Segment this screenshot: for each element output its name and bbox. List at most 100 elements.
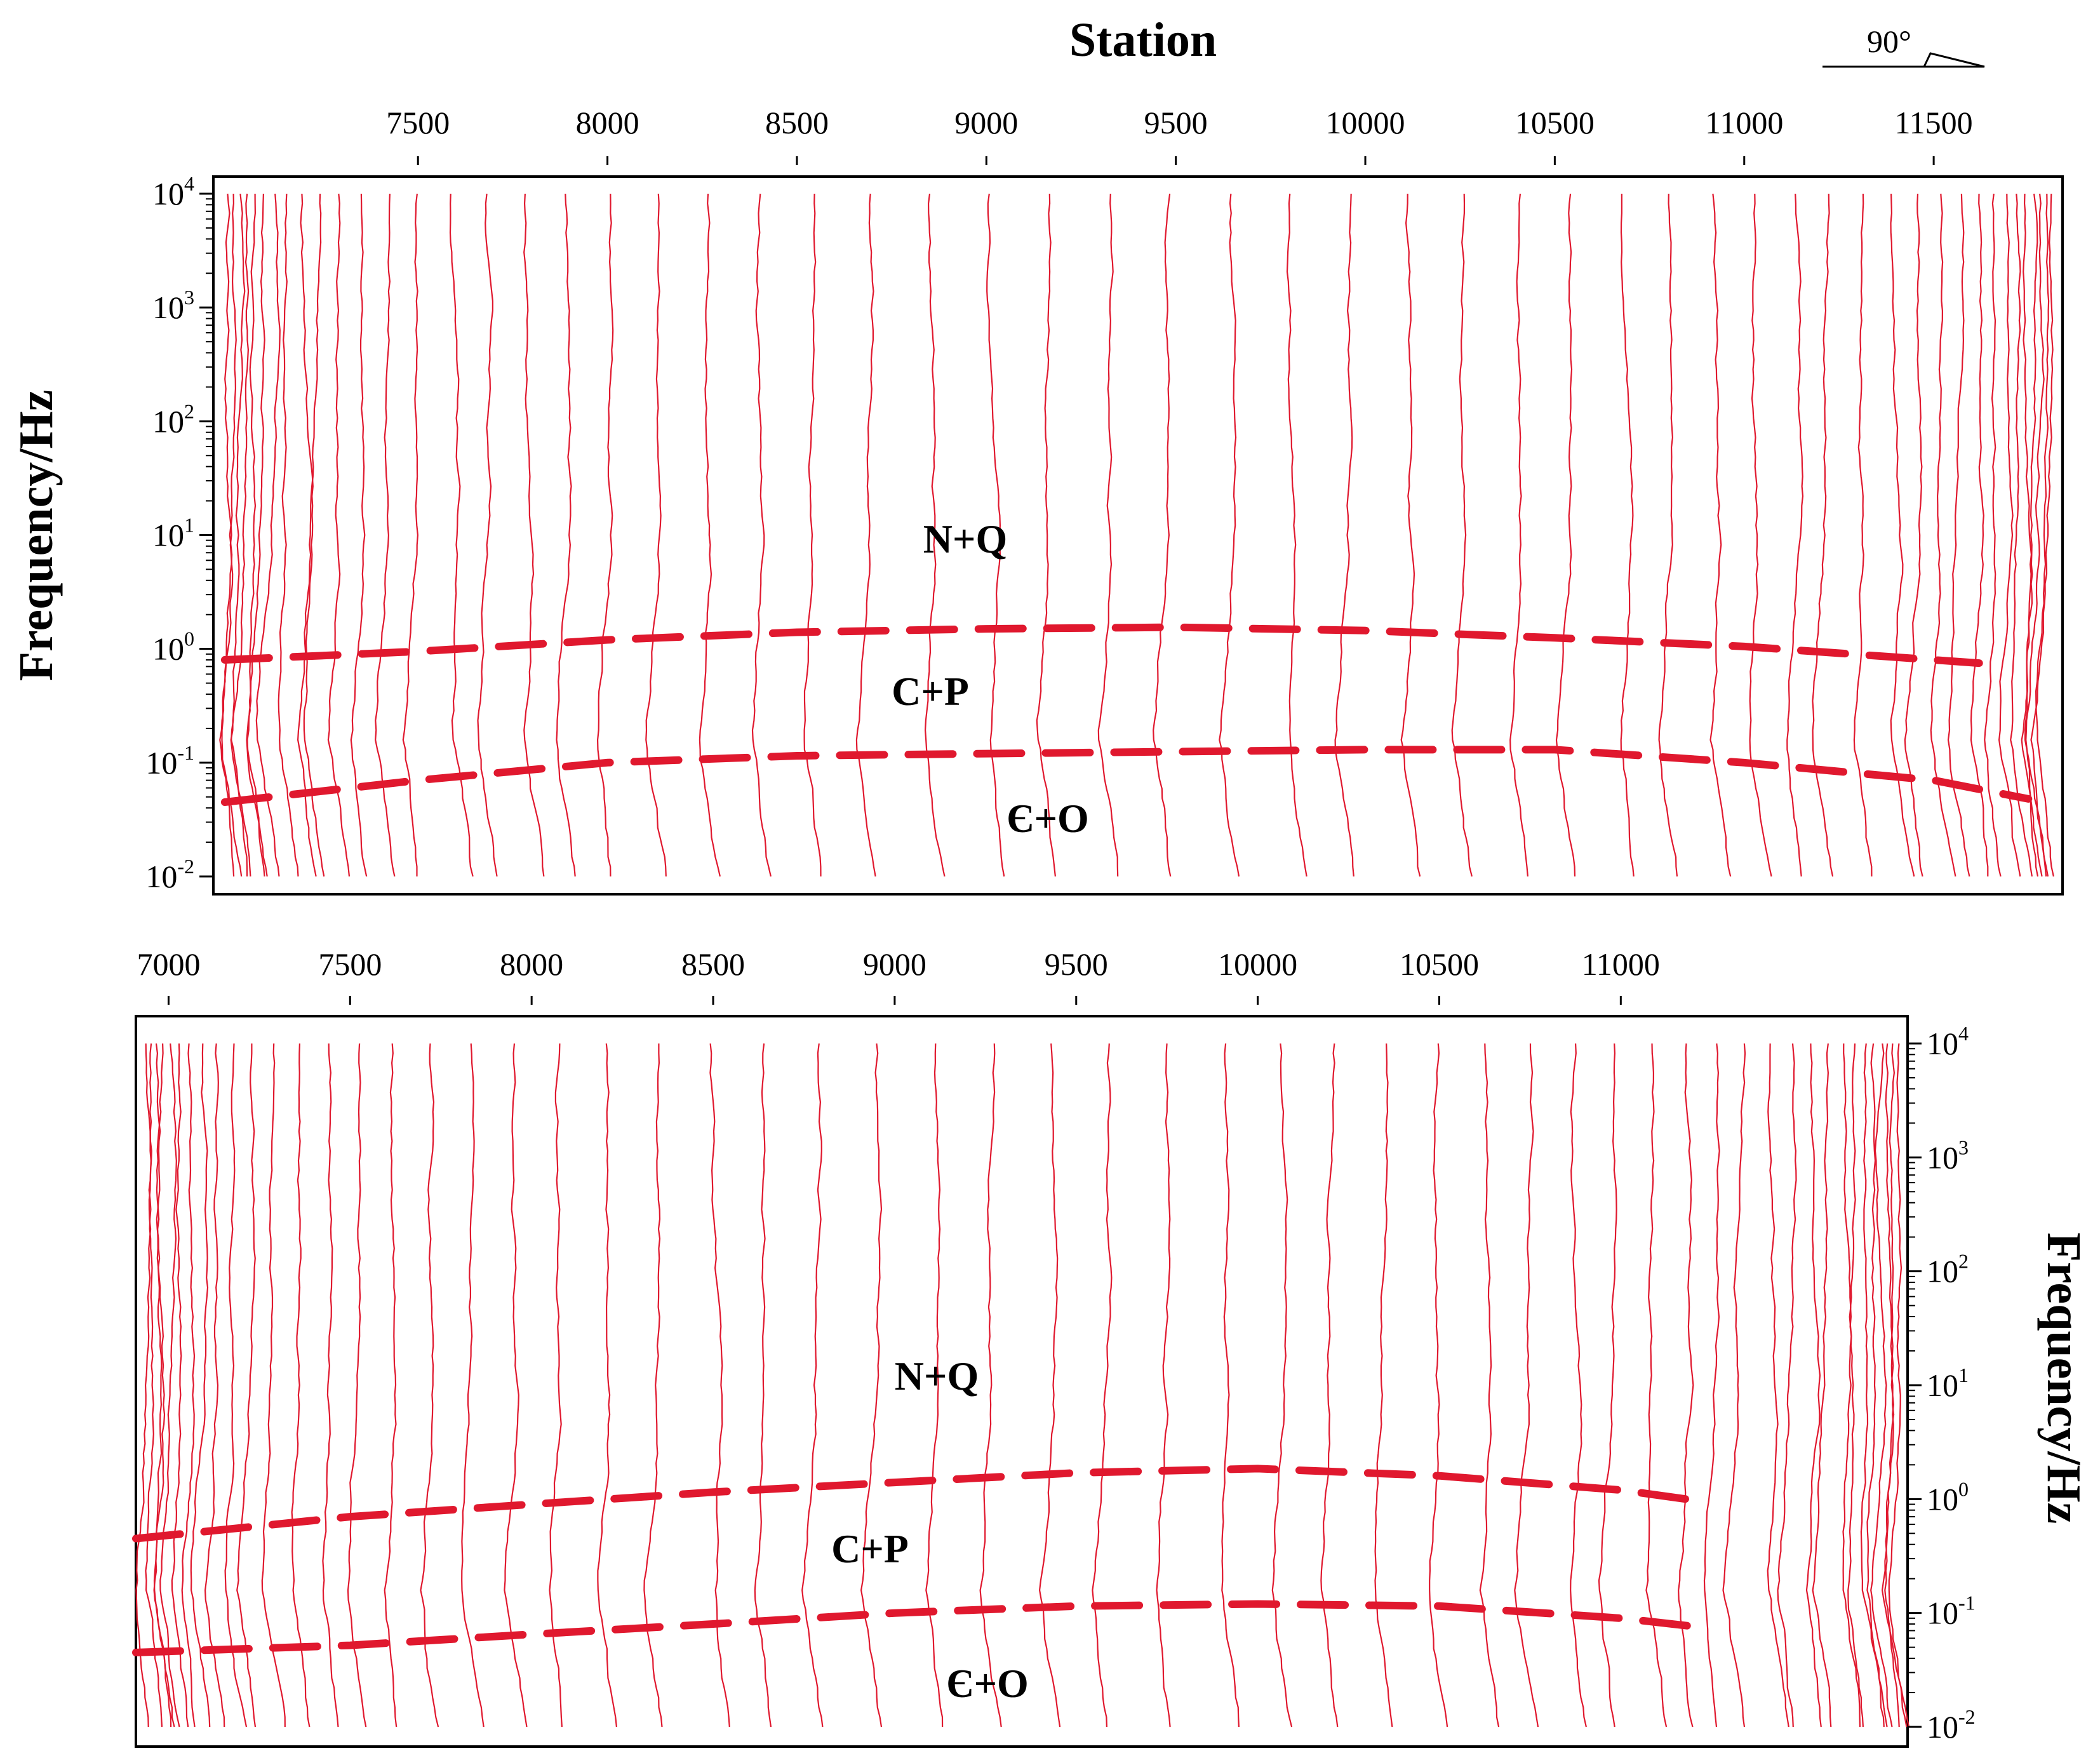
sounding-curve [402, 193, 419, 876]
x-tick-label: 9500 [1045, 946, 1108, 982]
x-tick-label: 11000 [1705, 105, 1783, 140]
sounding-curve [1678, 1043, 1694, 1728]
y-tick-label: 10-1 [145, 741, 194, 781]
sounding-curve [855, 193, 876, 877]
sounding-curve [246, 193, 265, 877]
x-tick-label: 8500 [681, 946, 745, 982]
sounding-curve [246, 193, 268, 877]
sounding-curve [1374, 1043, 1393, 1728]
sounding-curve [153, 1043, 172, 1728]
y-tick-exponent: 0 [1958, 1477, 1969, 1500]
sounding-curve [347, 1043, 367, 1728]
sounding-curve [1400, 193, 1421, 877]
sounding-curve [2021, 193, 2043, 877]
sounding-curve [231, 193, 251, 877]
top-ylabel: Frequency/Hz [10, 390, 63, 681]
y-tick-label: 101 [152, 514, 194, 553]
sounding-curve [159, 1043, 180, 1728]
sounding-curve [420, 1043, 439, 1728]
x-tick-label: 9500 [1144, 105, 1208, 140]
sounding-curve [204, 1043, 225, 1728]
sounding-curve [2010, 193, 2033, 877]
sounding-curve [327, 193, 351, 877]
y-tick-label: 104 [1927, 1022, 1969, 1061]
sounding-curve [1645, 1043, 1668, 1728]
sounding-curve [190, 1043, 211, 1728]
sounding-curve [1219, 193, 1240, 877]
sounding-curve [1947, 193, 1970, 877]
sounding-curve [801, 1043, 824, 1728]
bottom-ylabel: Frequency/Hz [2037, 1233, 2090, 1524]
sounding-curve [1777, 1043, 1797, 1728]
top-region-label-eo: Є+O [1007, 796, 1089, 841]
boundary-line [220, 623, 1983, 668]
sounding-curve [924, 193, 946, 877]
y-tick-exponent: 2 [1958, 1250, 1969, 1273]
sounding-curve [1890, 193, 1915, 877]
sounding-curve [2025, 193, 2045, 877]
sounding-curve [1334, 193, 1354, 877]
x-tick-label: 9000 [863, 946, 926, 982]
sounding-curve [504, 1043, 528, 1728]
sounding-curve [645, 193, 667, 877]
y-tick-label: 100 [152, 627, 194, 667]
y-tick-label: 102 [1927, 1250, 1969, 1289]
sounding-curve [1904, 193, 1923, 877]
sounding-curve [1620, 194, 1635, 877]
y-tick-exponent: -1 [177, 741, 194, 764]
y-tick-label: 10-2 [145, 855, 194, 894]
x-tick-label: 10500 [1400, 946, 1479, 982]
top-region-label-nq: N+Q [923, 516, 1007, 561]
sounding-curve [1842, 1043, 1861, 1728]
y-tick-exponent: 2 [184, 399, 194, 422]
sounding-curve [1853, 193, 1873, 877]
boundary-line [220, 746, 2033, 806]
sounding-curve [1429, 1043, 1448, 1728]
sounding-curve [477, 193, 498, 877]
sounding-curve [1860, 1043, 1885, 1728]
y-tick-label: 103 [152, 286, 194, 325]
sounding-curve [1866, 1043, 1888, 1728]
top-boundary-lines [220, 623, 2033, 806]
sounding-curve [461, 1043, 485, 1728]
sounding-curve [153, 1043, 175, 1728]
y-tick-exponent: 1 [1958, 1364, 1969, 1386]
sounding-curve [1221, 1043, 1240, 1728]
sounding-curve [224, 1043, 248, 1728]
bottom-region-label-eo: Є+O [946, 1661, 1029, 1706]
sounding-curve [1812, 193, 1834, 877]
sounding-curve [230, 193, 250, 877]
top-station-axis: 7500 8000 8500 9000 9500 10000 10500 11000 11500 [386, 105, 1973, 165]
sounding-curve [384, 1043, 398, 1728]
y-tick-label: 101 [1927, 1364, 1969, 1403]
sounding-curve [135, 1043, 152, 1728]
sounding-curve [300, 193, 325, 877]
sounding-curve [1286, 193, 1307, 877]
sounding-curve [219, 193, 235, 877]
x-tick-label: 9000 [954, 105, 1018, 140]
top-apparent-resistivity-traces [219, 193, 2054, 877]
sounding-curve [1156, 1043, 1171, 1728]
station-axis-title: Station [1069, 13, 1217, 67]
sounding-curve [297, 193, 322, 877]
sounding-curve [1320, 1043, 1339, 1728]
top-panel: 7500 8000 8500 9000 9500 10000 10500 11000 11500… [10, 105, 2064, 896]
y-tick-label: 104 [152, 172, 194, 211]
sounding-curve [754, 1043, 772, 1728]
sounding-curve [1786, 193, 1804, 877]
sounding-curve [236, 1043, 257, 1728]
sounding-curve [449, 193, 474, 877]
y-tick-exponent: 3 [184, 286, 194, 309]
sounding-curve [1749, 193, 1772, 877]
boundary-line [132, 1600, 1705, 1656]
sounding-curve [278, 193, 299, 877]
sounding-curve [803, 193, 822, 877]
sounding-curve [1870, 1043, 1893, 1728]
sounding-curve [1703, 1043, 1720, 1728]
sounding-curve [1930, 193, 1956, 877]
sounding-curve [1097, 193, 1119, 877]
sounding-curve [860, 1043, 883, 1728]
sounding-curve [709, 1043, 730, 1728]
